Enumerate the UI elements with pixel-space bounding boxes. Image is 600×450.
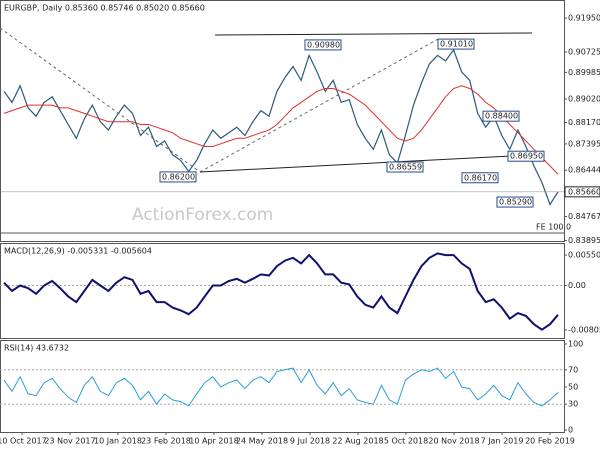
x-tick-label: 20 Nov 2018	[428, 437, 479, 446]
annotation-label: 0.90980	[307, 40, 340, 49]
y-tick-label: 0.90725	[568, 47, 600, 56]
y-tick-label: 0.005504	[568, 251, 600, 260]
y-tick-label: 0.84767	[568, 212, 600, 221]
annotation-label: 0.85290	[499, 198, 532, 207]
y-tick-label: 30	[568, 400, 578, 409]
annotation-label: 0.86559	[389, 163, 422, 172]
annotation-box	[496, 196, 534, 208]
rsi-label: RSI(14) 43.6732	[4, 344, 69, 353]
trend-line	[199, 154, 531, 173]
y-tick-label: 50	[568, 383, 578, 392]
annotation-label: 0.86950	[510, 152, 543, 161]
annotation-label: 0.86170	[464, 173, 497, 182]
y-tick-label: -0.00805	[568, 325, 600, 334]
last-price-label: 0.85660	[568, 187, 600, 196]
annotation-box	[461, 172, 499, 184]
trend-line	[199, 37, 441, 173]
fe-label: FE 100.0	[536, 223, 571, 232]
y-tick-label: 0.89020	[568, 95, 600, 104]
annotation-box	[437, 38, 475, 50]
last-price-box	[564, 186, 600, 198]
y-tick-label: 0.00	[568, 281, 586, 290]
annotation-box	[507, 150, 545, 162]
annotation-box	[482, 110, 520, 122]
price-panel	[0, 0, 565, 242]
x-tick-label: 24 May 2018	[236, 437, 288, 446]
y-tick-label: 100	[568, 340, 583, 349]
x-tick-label: 7 Jan 2019	[481, 437, 524, 446]
x-tick-label: 22 Aug 2018	[332, 437, 383, 446]
macd-label: MACD(12,26,9) -0.005331 -0.005604	[4, 247, 152, 256]
x-tick-label: 20 Feb 2019	[525, 437, 575, 446]
x-tick-label: 23 Feb 2018	[141, 437, 191, 446]
y-tick-label: 0.87395	[568, 139, 600, 148]
y-tick-label: 70	[568, 365, 578, 374]
price-line	[3, 48, 559, 206]
x-tick-label: 10 Jan 2018	[94, 437, 142, 446]
y-tick-label: 0.88170	[568, 118, 600, 127]
y-tick-label: 0.83895	[568, 236, 600, 245]
watermark: ActionForex.com	[132, 205, 273, 225]
trend-line	[0, 27, 201, 173]
x-tick-label: 10 Oct 2017	[0, 437, 47, 446]
macd-panel	[0, 243, 565, 339]
y-tick-label: 0.89985	[568, 68, 600, 77]
x-tick-label: 10 Apr 2018	[189, 437, 238, 446]
moving-average	[3, 85, 559, 175]
y-tick-label: 0.86444	[568, 166, 600, 175]
annotation-label: 0.88400	[485, 112, 518, 121]
y-tick-label: 0.91950	[568, 14, 600, 23]
x-tick-label: 23 Nov 2017	[44, 437, 95, 446]
trend-line	[214, 32, 533, 36]
annotation-label: 0.91010	[440, 40, 473, 49]
y-tick-label: 0	[568, 426, 573, 435]
annotation-box	[304, 39, 342, 51]
x-tick-label: 5 Oct 2018	[384, 437, 428, 446]
annotation-box	[159, 171, 197, 183]
macd-line	[3, 252, 559, 331]
x-tick-label: 9 Jul 2018	[290, 437, 330, 446]
annotation-label: 0.86200	[162, 172, 195, 181]
annotation-box	[386, 161, 424, 173]
chart-title: EURGBP, Daily 0.85360 0.85746 0.85020 0.…	[4, 4, 205, 13]
rsi-line	[3, 367, 559, 407]
